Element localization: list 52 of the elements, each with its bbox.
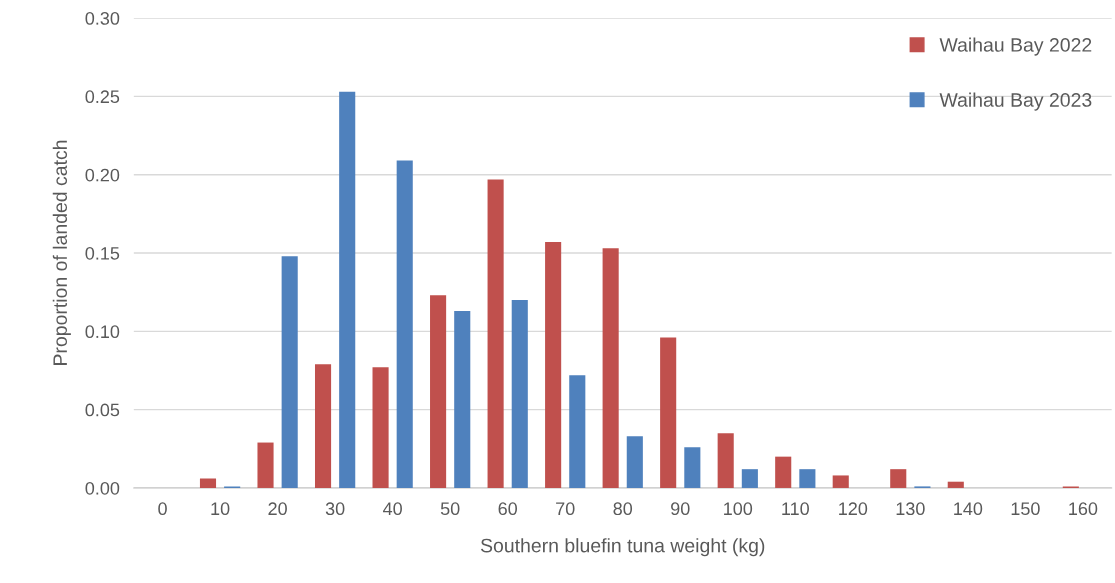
y-tick-label: 0.25 [85, 90, 120, 104]
y-tick-label: 0.10 [85, 325, 120, 339]
x-tick-label: 0 [158, 502, 167, 516]
bar [799, 469, 816, 488]
x-tick-label: 70 [556, 502, 575, 516]
x-tick-label: 160 [1069, 502, 1098, 516]
bar [372, 367, 389, 488]
bar [602, 248, 619, 488]
x-tick-label: 140 [954, 502, 983, 516]
x-tick-label: 100 [724, 502, 753, 516]
bar [545, 242, 562, 488]
bar [832, 475, 849, 488]
bar [947, 481, 964, 488]
x-tick-label: 150 [1011, 502, 1040, 516]
bar [660, 337, 677, 488]
y-tick-label: 0.15 [85, 246, 120, 260]
bar [684, 447, 701, 488]
bar [281, 256, 298, 488]
x-tick-label: 40 [383, 502, 402, 516]
y-tick-label: 0.20 [85, 168, 120, 182]
legend-label: Waihau Bay 2023 [939, 92, 1092, 111]
x-tick-label: 60 [498, 502, 518, 516]
bar [626, 436, 643, 488]
bar [199, 478, 217, 488]
x-tick-label: 80 [613, 502, 633, 516]
bar [569, 375, 586, 488]
bar [396, 160, 413, 488]
y-axis-title: Proportion of landed catch [52, 140, 71, 365]
x-tick-label: 20 [268, 502, 287, 516]
x-tick-label: 130 [896, 502, 925, 516]
y-tick-label: 0.00 [85, 481, 120, 495]
bar [890, 469, 907, 488]
bar [487, 179, 504, 488]
x-axis-title: Southern bluefin tuna weight (kg) [480, 538, 765, 557]
bar [430, 295, 447, 488]
x-tick-label: 90 [671, 502, 690, 516]
bar [454, 310, 471, 488]
bar [511, 300, 528, 488]
bar [717, 433, 734, 488]
bar [775, 456, 792, 488]
x-tick-label: 110 [782, 502, 809, 516]
bar [741, 469, 758, 488]
x-tick-label: 50 [440, 502, 460, 516]
legend-label: Waihau Bay 2022 [939, 37, 1092, 56]
y-tick-label: 0.05 [85, 403, 120, 417]
x-tick-label: 120 [839, 502, 868, 516]
x-tick-label: 10 [211, 502, 230, 516]
x-tick-label: 30 [325, 502, 345, 516]
bar [314, 364, 332, 488]
y-tick-label: 0.30 [85, 12, 120, 25]
bar [339, 91, 356, 488]
bar [257, 442, 274, 488]
